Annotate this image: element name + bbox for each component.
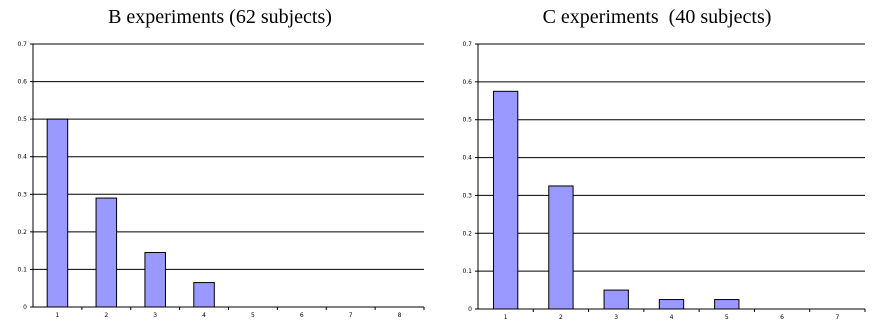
x-tick-label: 6: [780, 314, 784, 321]
chart-b-experiments: B experiments (62 subjects) 0 0.1 0.2 0.3 0.…: [17, 6, 425, 319]
y-tick-label: 0.7: [462, 41, 472, 48]
y-tick-label: 0.2: [462, 230, 472, 237]
x-tick-label: 8: [398, 312, 402, 319]
y-tick-label: 0: [23, 304, 27, 311]
x-tick-label: 6: [300, 312, 304, 319]
bar: [658, 299, 685, 310]
bar: [603, 289, 629, 310]
y-tick-label: 0.4: [462, 155, 472, 162]
chart-plot-area: 0 0.1 0.2 0.3 0.4 0.5 0.6 0.7 1 2 3 4 5 6 7 8: [17, 41, 425, 319]
y-tick-label: 0: [468, 306, 472, 313]
x-tick-label: 4: [202, 312, 206, 319]
bar: [144, 252, 166, 308]
y-tick-label: 0.1: [17, 266, 27, 273]
x-tick-label: 3: [614, 314, 618, 321]
y-tick-label: 0.6: [17, 79, 27, 86]
bar: [193, 282, 215, 308]
bar: [46, 118, 69, 308]
y-tick-label: 0.5: [462, 117, 472, 124]
chart-title: C experiments (40 subjects): [542, 6, 772, 28]
chart-title: B experiments (62 subjects): [108, 6, 332, 28]
bar: [492, 90, 519, 310]
y-tick-label: 0.1: [462, 268, 472, 275]
x-tick-label: 1: [56, 312, 60, 319]
x-tick-label: 5: [725, 314, 729, 321]
chart-c-experiments: C experiments (40 subjects) 0 0.1 0.2 0.3 0.…: [440, 0, 874, 325]
y-tick-label: 0.3: [462, 192, 472, 199]
x-tick-label: 1: [504, 314, 508, 321]
x-tick-label: 5: [251, 312, 255, 319]
x-tick-label: 4: [670, 314, 674, 321]
bar: [548, 185, 574, 310]
y-tick-label: 0.3: [17, 191, 27, 198]
bar: [714, 299, 740, 310]
y-tick-label: 0.2: [17, 229, 27, 236]
bar: [95, 197, 118, 308]
y-tick-label: 0.6: [462, 79, 472, 86]
x-tick-label: 7: [835, 314, 839, 321]
x-tick-label: 3: [153, 312, 157, 319]
chart-plot-area: 0 0.1 0.2 0.3 0.4 0.5 0.6 0.7 1 2 3 4 5 6 7: [462, 41, 866, 321]
x-tick-label: 2: [559, 314, 563, 321]
x-tick-label: 2: [104, 312, 108, 319]
y-tick-label: 0.5: [17, 116, 27, 123]
y-tick-label: 0.7: [17, 41, 27, 48]
y-tick-label: 0.4: [17, 154, 27, 161]
x-tick-label: 7: [349, 312, 353, 319]
